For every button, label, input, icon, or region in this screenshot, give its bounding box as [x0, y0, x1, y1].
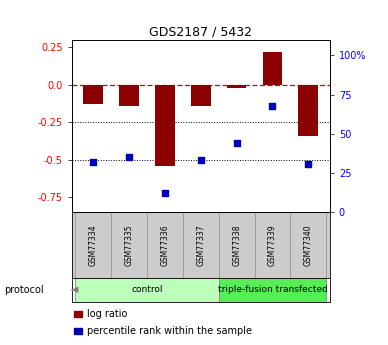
Bar [183, 212, 219, 278]
Point [269, 103, 275, 108]
Bar [119, 85, 139, 106]
Text: log ratio: log ratio [87, 309, 128, 319]
Point [90, 159, 96, 165]
Point [305, 161, 312, 166]
Point [197, 158, 204, 163]
Text: GSM77337: GSM77337 [196, 224, 205, 266]
Text: GSM77336: GSM77336 [161, 224, 170, 266]
Bar [219, 278, 326, 302]
Bar [83, 85, 103, 104]
Text: GSM77335: GSM77335 [125, 224, 133, 266]
Bar [255, 212, 290, 278]
Text: triple-fusion transfected: triple-fusion transfected [218, 285, 327, 294]
Bar [75, 278, 219, 302]
Text: GSM77334: GSM77334 [89, 224, 98, 266]
Text: GSM77338: GSM77338 [232, 224, 241, 266]
Point [234, 140, 240, 146]
Text: GSM77340: GSM77340 [304, 224, 313, 266]
Bar [227, 85, 246, 88]
Bar [191, 85, 211, 106]
Text: protocol: protocol [4, 285, 43, 295]
Bar [298, 85, 318, 136]
Point [162, 190, 168, 196]
Bar [219, 212, 255, 278]
Title: GDS2187 / 5432: GDS2187 / 5432 [149, 26, 252, 39]
Bar [75, 212, 111, 278]
Bar [111, 212, 147, 278]
Bar [147, 212, 183, 278]
Bar [290, 212, 326, 278]
Text: percentile rank within the sample: percentile rank within the sample [87, 326, 252, 336]
Bar [263, 52, 282, 85]
Text: control: control [131, 285, 163, 294]
Text: GSM77339: GSM77339 [268, 224, 277, 266]
Bar [155, 85, 175, 166]
Point [126, 155, 132, 160]
